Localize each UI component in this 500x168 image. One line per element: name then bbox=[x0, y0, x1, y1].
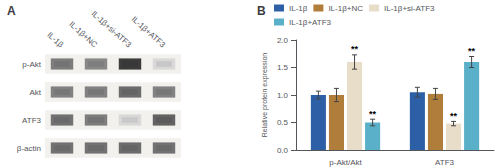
svg-text:IL-1β: IL-1β bbox=[289, 4, 308, 13]
svg-text:B: B bbox=[257, 4, 266, 18]
svg-text:2.0: 2.0 bbox=[277, 36, 289, 45]
svg-text:p-Akt/Akt: p-Akt/Akt bbox=[329, 158, 362, 167]
svg-text:ATF3: ATF3 bbox=[435, 158, 455, 167]
svg-text:Akt: Akt bbox=[29, 88, 41, 97]
svg-text:0.5: 0.5 bbox=[277, 118, 289, 127]
svg-text:**: ** bbox=[369, 109, 377, 119]
svg-text:IL-1β+NC: IL-1β+NC bbox=[67, 20, 99, 50]
svg-text:IL-1β+si-ATF3: IL-1β+si-ATF3 bbox=[384, 4, 435, 13]
svg-text:1.0: 1.0 bbox=[277, 91, 289, 100]
svg-text:**: ** bbox=[450, 111, 458, 121]
svg-text:**: ** bbox=[351, 44, 359, 54]
svg-text:IL-1β: IL-1β bbox=[45, 30, 65, 49]
svg-text:A: A bbox=[7, 4, 16, 18]
svg-text:β-actin: β-actin bbox=[17, 144, 41, 153]
svg-text:Relative protein expression: Relative protein expression bbox=[261, 53, 269, 138]
svg-text:0.0: 0.0 bbox=[277, 146, 289, 155]
svg-text:IL-1β+si-ATF3: IL-1β+si-ATF3 bbox=[90, 9, 134, 50]
svg-text:1.5: 1.5 bbox=[277, 63, 289, 72]
svg-text:IL-1β+ATF3: IL-1β+ATF3 bbox=[289, 18, 332, 27]
svg-text:ATF3: ATF3 bbox=[22, 116, 42, 125]
svg-text:IL-1β+NC: IL-1β+NC bbox=[328, 4, 363, 13]
svg-text:p-Akt: p-Akt bbox=[22, 60, 41, 69]
svg-text:IL-1β+ATF3: IL-1β+ATF3 bbox=[130, 15, 168, 50]
svg-text:**: ** bbox=[468, 46, 476, 56]
